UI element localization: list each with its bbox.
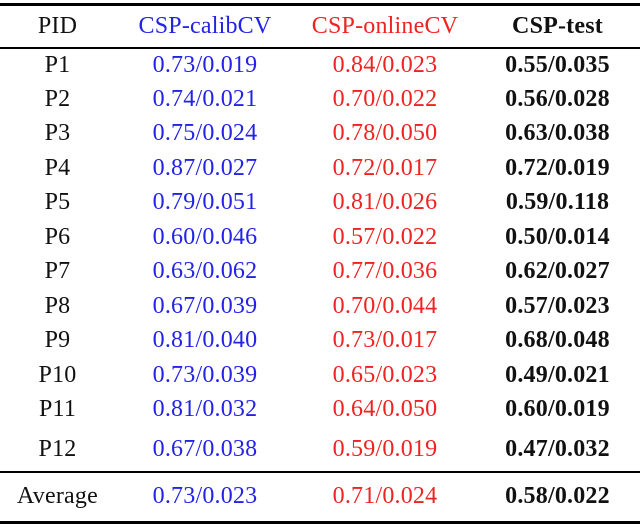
pid-cell: P11 bbox=[38, 396, 77, 423]
test-cell: 0.72/0.019 bbox=[505, 154, 610, 181]
pid-cell: P12 bbox=[38, 435, 77, 462]
table-row: P10 0.73/0.039 0.65/0.023 0.49/0.021 bbox=[0, 358, 640, 393]
test-cell: 0.55/0.035 bbox=[505, 51, 610, 78]
pid-cell: P8 bbox=[44, 292, 71, 319]
calibcv-cell: 0.81/0.040 bbox=[152, 327, 258, 354]
test-cell: 0.56/0.028 bbox=[505, 85, 610, 112]
table-row: P5 0.79/0.051 0.81/0.026 0.59/0.118 bbox=[0, 186, 640, 221]
onlinecv-cell: 0.73/0.017 bbox=[332, 327, 438, 354]
calibcv-cell: 0.73/0.039 bbox=[152, 361, 258, 388]
pid-cell: P7 bbox=[44, 258, 71, 285]
table-row: P8 0.67/0.039 0.70/0.044 0.57/0.023 bbox=[0, 289, 640, 324]
pid-cell: P6 bbox=[44, 223, 71, 250]
calibcv-cell: 0.60/0.046 bbox=[152, 223, 258, 250]
pid-cell: P9 bbox=[44, 327, 71, 354]
pid-cell: P3 bbox=[44, 120, 71, 147]
table-row: P6 0.60/0.046 0.57/0.022 0.50/0.014 bbox=[0, 220, 640, 255]
test-cell: 0.50/0.014 bbox=[505, 223, 610, 250]
calibcv-cell: 0.81/0.032 bbox=[152, 396, 258, 423]
average-test-cell: 0.58/0.022 bbox=[505, 483, 610, 510]
col-header-csp-onlinecv: CSP-onlineCV bbox=[311, 12, 459, 39]
calibcv-cell: 0.73/0.019 bbox=[152, 51, 258, 78]
calibcv-cell: 0.63/0.062 bbox=[152, 258, 258, 285]
calibcv-cell: 0.75/0.024 bbox=[152, 120, 258, 147]
onlinecv-cell: 0.72/0.017 bbox=[332, 154, 438, 181]
table-row: P4 0.87/0.027 0.72/0.017 0.72/0.019 bbox=[0, 151, 640, 186]
test-cell: 0.60/0.019 bbox=[505, 396, 610, 423]
table-row: P11 0.81/0.032 0.64/0.050 0.60/0.019 bbox=[0, 393, 640, 428]
calibcv-cell: 0.67/0.039 bbox=[152, 292, 258, 319]
onlinecv-cell: 0.59/0.019 bbox=[332, 435, 438, 462]
table-row: P2 0.74/0.021 0.70/0.022 0.56/0.028 bbox=[0, 82, 640, 117]
onlinecv-cell: 0.70/0.044 bbox=[332, 292, 438, 319]
calibcv-cell: 0.67/0.038 bbox=[152, 435, 258, 462]
average-row: Average 0.73/0.023 0.71/0.024 0.58/0.022 bbox=[0, 472, 640, 522]
table-header: PID CSP-calibCV CSP-onlineCV CSP-test bbox=[0, 5, 640, 48]
onlinecv-cell: 0.57/0.022 bbox=[332, 223, 438, 250]
onlinecv-cell: 0.64/0.050 bbox=[332, 396, 438, 423]
average-calibcv-cell: 0.73/0.023 bbox=[152, 483, 258, 510]
col-header-csp-calibcv: CSP-calibCV bbox=[138, 12, 272, 39]
test-cell: 0.57/0.023 bbox=[505, 292, 610, 319]
table-footer: Average 0.73/0.023 0.71/0.024 0.58/0.022 bbox=[0, 472, 640, 522]
onlinecv-cell: 0.70/0.022 bbox=[332, 85, 438, 112]
col-header-csp-test: CSP-test bbox=[512, 12, 603, 39]
onlinecv-cell: 0.84/0.023 bbox=[332, 51, 438, 78]
table-row: P7 0.63/0.062 0.77/0.036 0.62/0.027 bbox=[0, 255, 640, 290]
onlinecv-cell: 0.77/0.036 bbox=[332, 258, 438, 285]
pid-cell: P5 bbox=[44, 189, 71, 216]
test-cell: 0.68/0.048 bbox=[505, 327, 610, 354]
pid-cell: P2 bbox=[44, 85, 71, 112]
pid-cell: P1 bbox=[44, 51, 71, 78]
results-table: PID CSP-calibCV CSP-onlineCV CSP-test P1… bbox=[0, 3, 640, 524]
calibcv-cell: 0.79/0.051 bbox=[152, 189, 258, 216]
average-onlinecv-cell: 0.71/0.024 bbox=[332, 483, 438, 510]
test-cell: 0.62/0.027 bbox=[505, 258, 610, 285]
table-row: P12 0.67/0.038 0.59/0.019 0.47/0.032 bbox=[0, 427, 640, 472]
header-row: PID CSP-calibCV CSP-onlineCV CSP-test bbox=[0, 5, 640, 48]
test-cell: 0.59/0.118 bbox=[505, 189, 610, 216]
onlinecv-cell: 0.78/0.050 bbox=[332, 120, 438, 147]
test-cell: 0.49/0.021 bbox=[505, 361, 610, 388]
table-body: P1 0.73/0.019 0.84/0.023 0.55/0.035 P2 0… bbox=[0, 48, 640, 473]
test-cell: 0.63/0.038 bbox=[505, 120, 610, 147]
calibcv-cell: 0.87/0.027 bbox=[152, 154, 258, 181]
table-row: P3 0.75/0.024 0.78/0.050 0.63/0.038 bbox=[0, 117, 640, 152]
pid-cell: P4 bbox=[44, 154, 71, 181]
table-row: P9 0.81/0.040 0.73/0.017 0.68/0.048 bbox=[0, 324, 640, 359]
table-row: P1 0.73/0.019 0.84/0.023 0.55/0.035 bbox=[0, 48, 640, 83]
test-cell: 0.47/0.032 bbox=[505, 435, 610, 462]
onlinecv-cell: 0.81/0.026 bbox=[332, 189, 438, 216]
pid-cell: P10 bbox=[38, 361, 77, 388]
average-label: Average bbox=[17, 483, 98, 510]
onlinecv-cell: 0.65/0.023 bbox=[332, 361, 438, 388]
calibcv-cell: 0.74/0.021 bbox=[152, 85, 258, 112]
col-header-pid: PID bbox=[37, 12, 78, 39]
